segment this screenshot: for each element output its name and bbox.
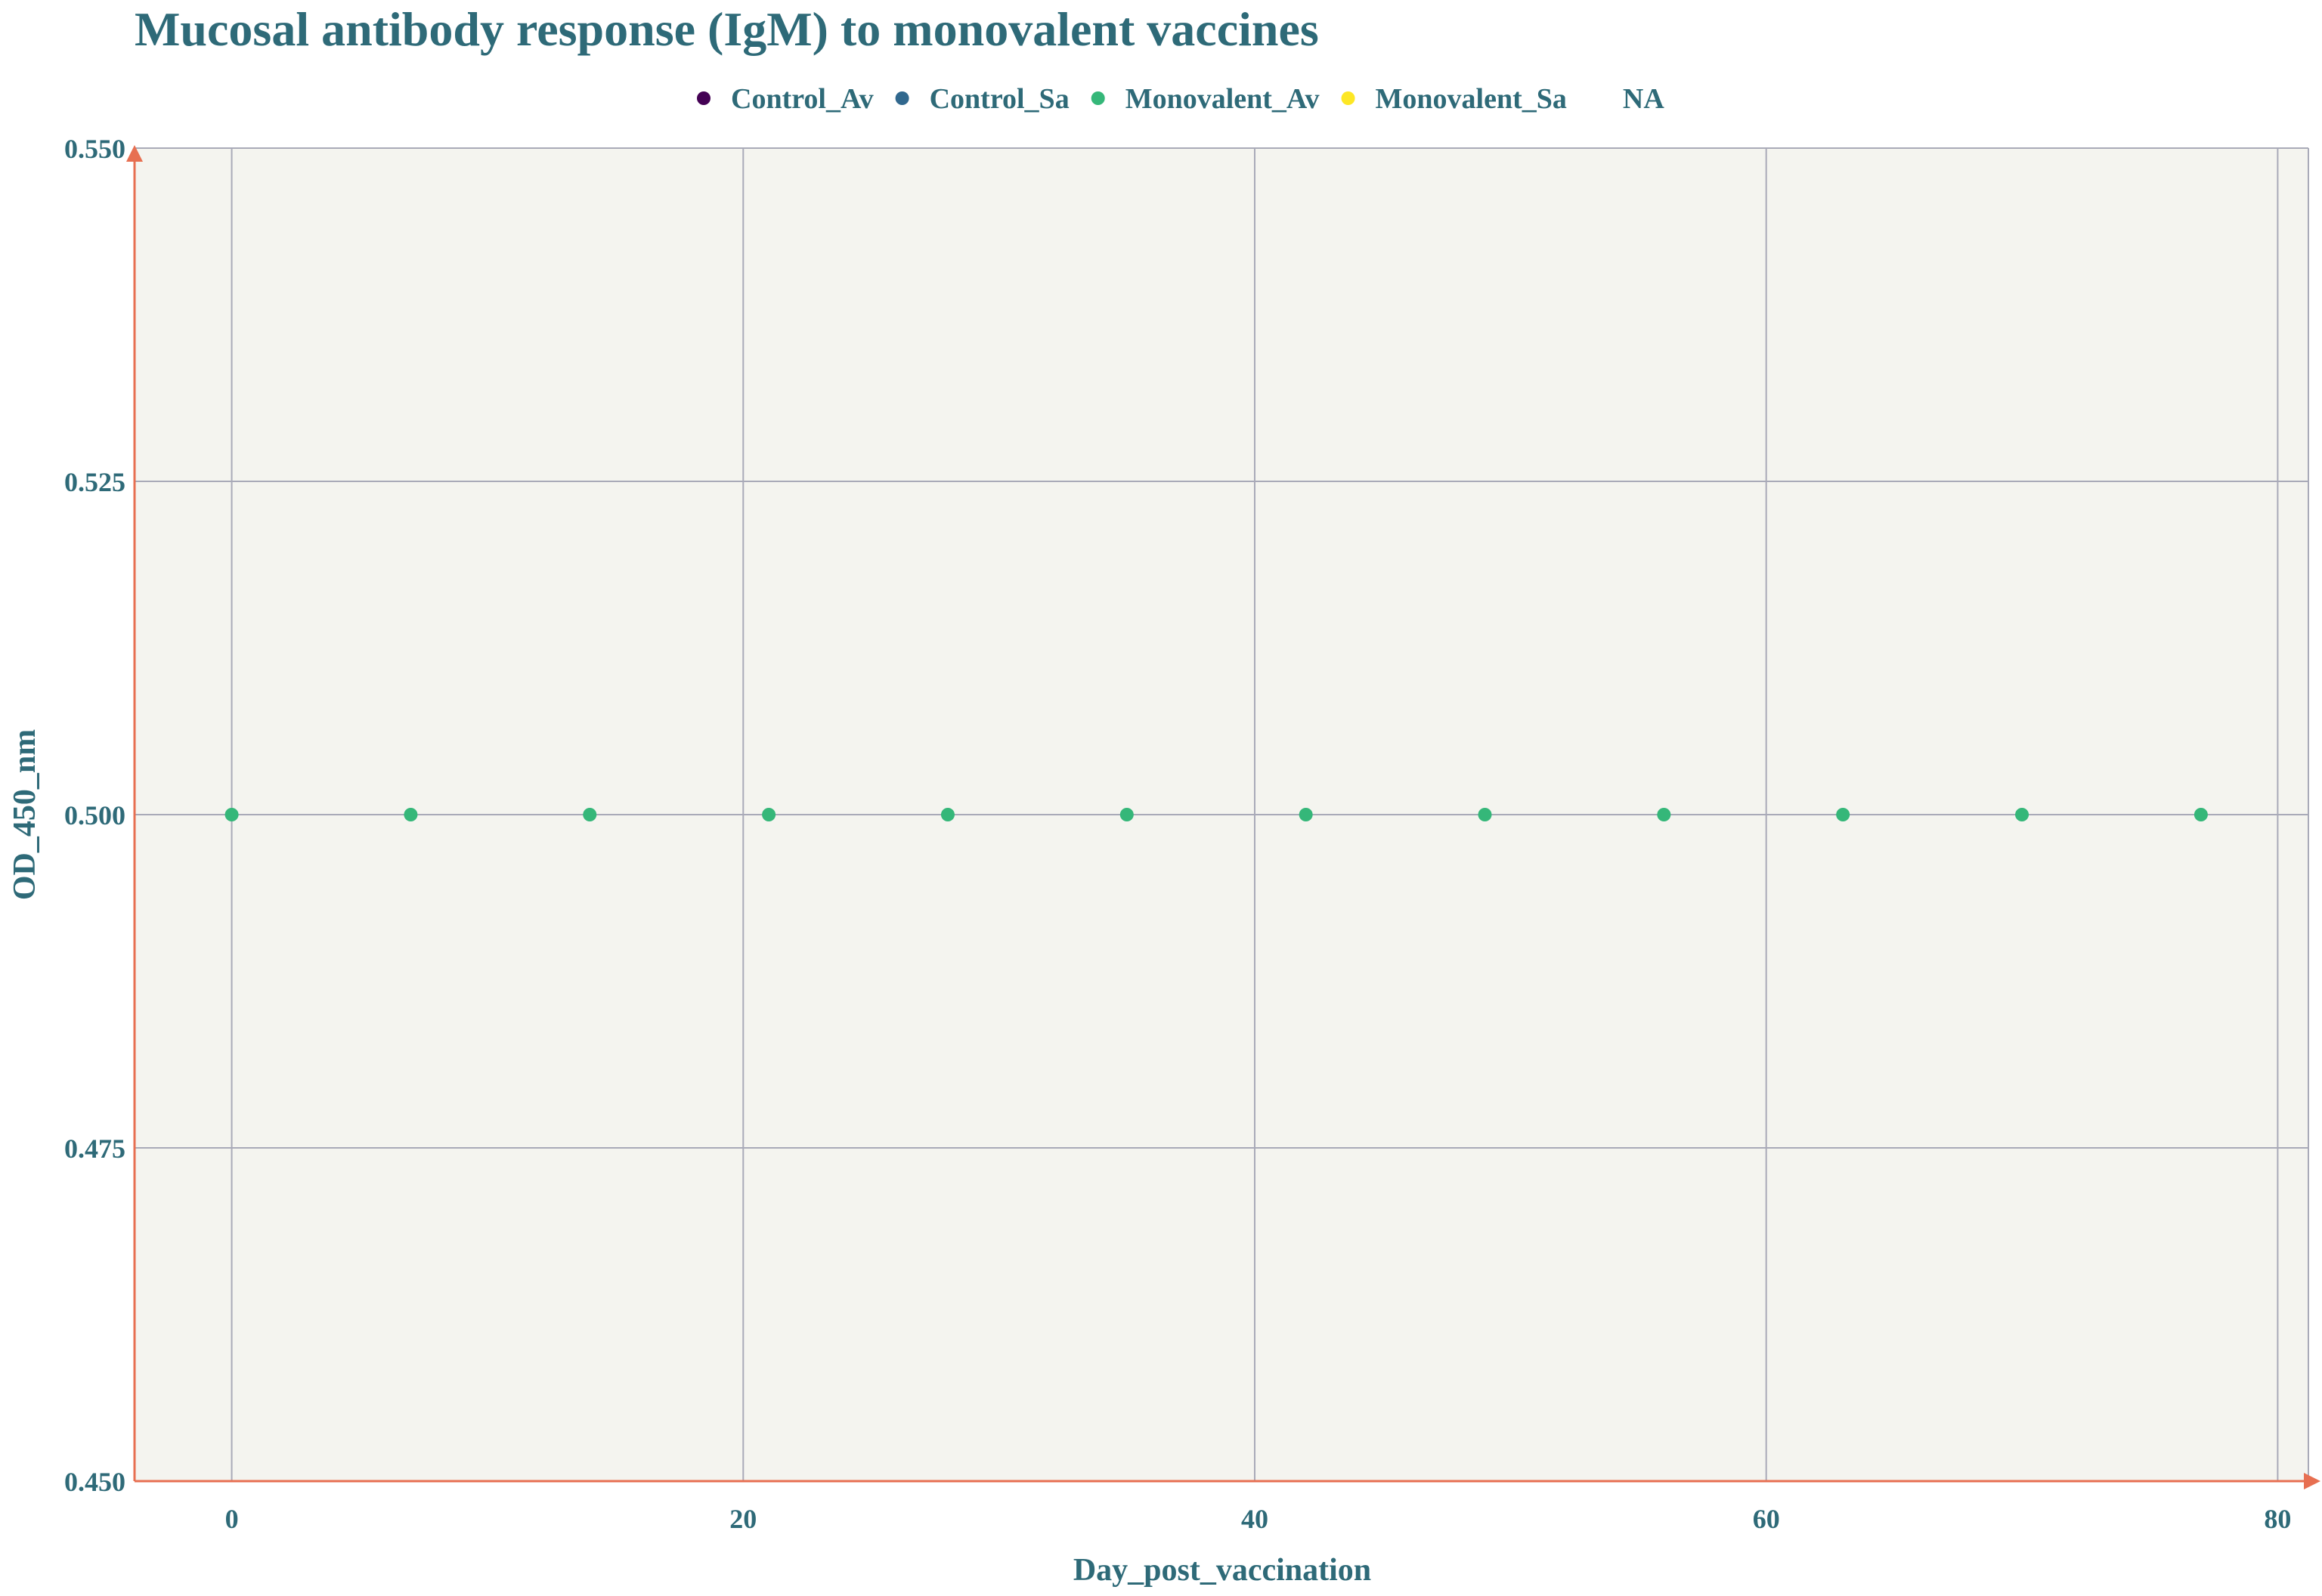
legend-label: NA	[1623, 83, 1664, 115]
x-tick-label: 60	[1753, 1504, 1780, 1534]
legend-item-NA: NA	[1623, 83, 1664, 115]
legend-label: Monovalent_Sa	[1376, 83, 1567, 115]
x-tick-label: 20	[729, 1504, 757, 1534]
x-tick-label: 40	[1241, 1504, 1268, 1534]
data-point-Monovalent_Av	[1657, 808, 1671, 821]
legend-item-Monovalent_Sa: Monovalent_Sa	[1341, 83, 1567, 115]
legend-item-Control_Av: Control_Av	[697, 83, 874, 115]
y-axis-label: OD_450_nm	[8, 729, 42, 900]
y-axis-arrow	[126, 145, 143, 162]
data-point-Monovalent_Av	[224, 808, 239, 821]
legend-marker	[1341, 91, 1355, 105]
data-point-Monovalent_Av	[940, 808, 955, 821]
legend: Control_Av Control_Sa Monovalent_Av Monoval…	[697, 83, 1664, 115]
data-point-Monovalent_Av	[2015, 808, 2029, 821]
data-point-Monovalent_Av	[404, 808, 418, 821]
legend-item-Control_Sa: Control_Sa	[895, 83, 1070, 115]
data-point-Monovalent_Av	[1119, 808, 1134, 821]
y-tick-label: 0.450	[64, 1467, 125, 1497]
legend-label: Control_Sa	[930, 83, 1070, 115]
data-point-Monovalent_Av	[583, 808, 597, 821]
legend-marker	[1091, 91, 1105, 105]
legend-label: Monovalent_Av	[1125, 83, 1320, 115]
data-point-Monovalent_Av	[1836, 808, 1850, 821]
y-tick-label: 0.550	[64, 134, 125, 164]
x-tick-label: 0	[225, 1504, 239, 1534]
x-axis-arrow	[2304, 1473, 2320, 1489]
data-points	[224, 808, 2208, 821]
legend-marker	[895, 91, 909, 105]
x-axis-label: Day_post_vaccination	[1073, 1553, 1371, 1588]
x-tick-label: 80	[2264, 1504, 2291, 1534]
axes	[126, 145, 2320, 1489]
legend-item-Monovalent_Av: Monovalent_Av	[1091, 83, 1320, 115]
y-tick-label: 0.500	[64, 800, 125, 830]
data-point-Monovalent_Av	[1299, 808, 1313, 821]
data-point-Monovalent_Av	[1478, 808, 1492, 821]
legend-label: Control_Av	[731, 83, 874, 115]
y-tick-label: 0.475	[64, 1134, 125, 1164]
legend-marker	[697, 91, 711, 105]
chart-title: Mucosal antibody response (IgM) to monov…	[135, 2, 1319, 56]
data-point-Monovalent_Av	[2194, 808, 2208, 821]
y-tick-label: 0.525	[64, 467, 125, 497]
data-point-Monovalent_Av	[762, 808, 776, 821]
tick-labels: 0 20 40 60 80 0.450 0.475 0.500 0.525 0.550	[64, 134, 2291, 1534]
gridlines	[135, 147, 2309, 1482]
